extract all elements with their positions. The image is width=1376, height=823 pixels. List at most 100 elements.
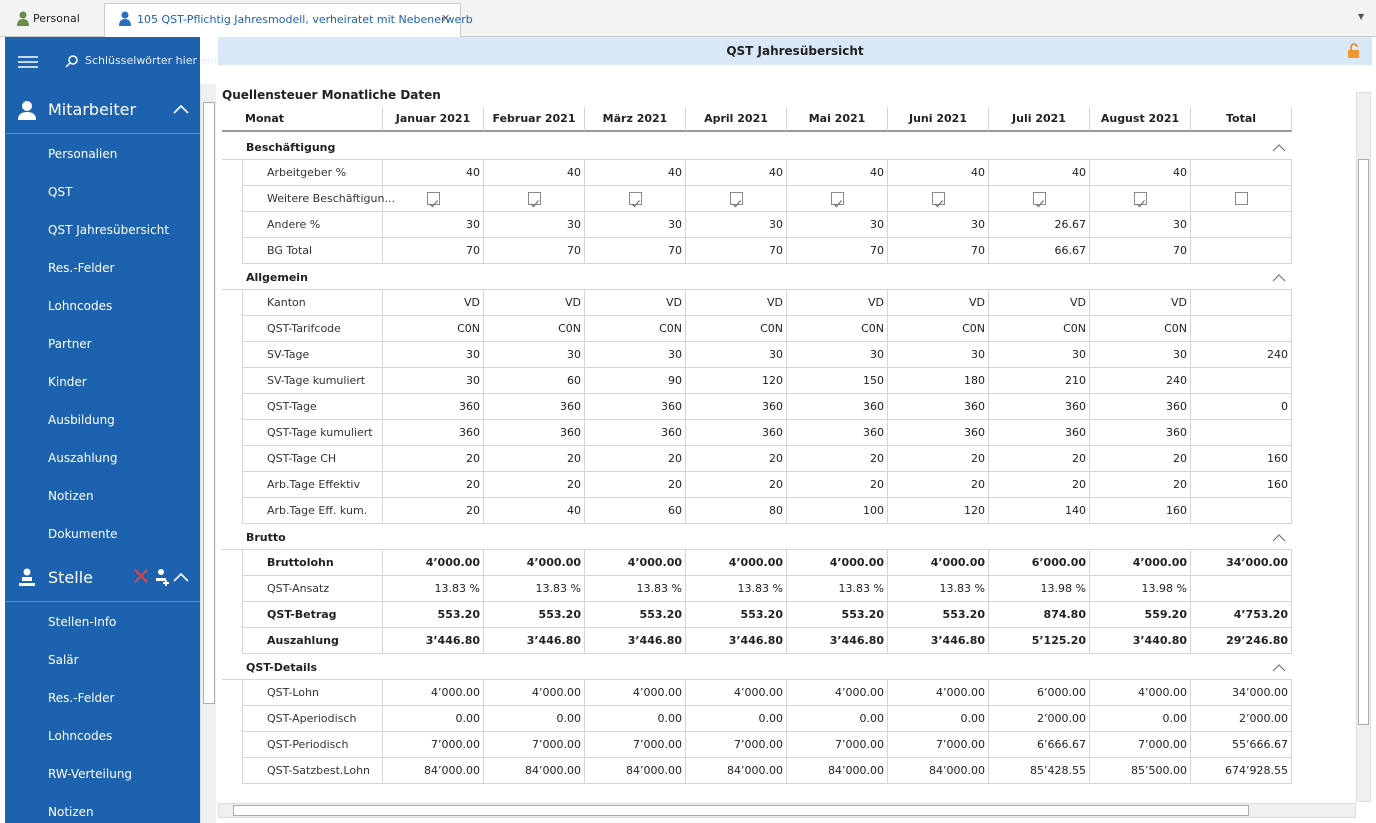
checkbox[interactable] [528,192,541,208]
nav-item[interactable]: Personalien [48,147,118,161]
cell: 20 [585,446,686,472]
cell: 0.00 [686,706,787,732]
tab-active[interactable]: 105 QST-Pflichtig Jahresmodell, verheira… [104,3,473,37]
checkbox[interactable] [1134,192,1147,208]
cell: 553.20 [383,602,484,628]
cell: 66.67 [989,238,1090,264]
cell: C0N [686,316,787,342]
cell: 20 [787,472,888,498]
row-label: QST-Tage kumuliert [242,420,383,446]
cell: 4’000.00 [585,550,686,576]
cell: C0N [484,316,585,342]
collapse-button[interactable] [173,572,189,582]
column-header[interactable]: Februar 2021 [484,107,585,132]
cell: 150 [787,368,888,394]
collapse-icon [1272,272,1286,282]
collapse-button[interactable] [173,104,189,114]
add-button[interactable] [153,568,171,586]
lock-icon[interactable] [1347,43,1361,58]
row-label: QST-Satzbest.Lohn [242,758,383,784]
nav-item[interactable]: Partner [48,337,92,351]
group-row[interactable]: QST-Details [222,654,1292,680]
cell: 20 [888,446,989,472]
cell: 0 [1191,394,1292,420]
cell: 0.00 [1090,706,1191,732]
nav-item[interactable]: Res.-Felder [48,691,115,705]
cell: 160 [1090,498,1191,524]
nav-item[interactable]: QST Jahresübersicht [48,223,170,237]
column-header[interactable]: Juli 2021 [989,107,1090,132]
menu-icon[interactable] [18,55,38,69]
nav-item[interactable]: RW-Verteilung [48,767,133,781]
column-header[interactable]: April 2021 [686,107,787,132]
cell: 13.83 % [787,576,888,602]
scroll-thumb[interactable] [233,805,1249,816]
cell: 30 [686,212,787,238]
nav-item[interactable]: Lohncodes [48,299,113,313]
column-header[interactable]: Total [1191,107,1292,132]
group-label: Beschäftigung [246,141,336,154]
cell: 34’000.00 [1191,550,1292,576]
checkbox[interactable] [427,192,440,208]
group-row[interactable]: Beschäftigung [222,134,1292,160]
column-header[interactable]: Januar 2021 [383,107,484,132]
checkbox[interactable] [932,192,945,208]
cell: 6’000.00 [989,680,1090,706]
cell: 70 [585,238,686,264]
checkbox[interactable] [831,192,844,208]
table-title: Quellensteuer Monatliche Daten [222,88,441,102]
cell [787,186,888,212]
cell: 360 [585,394,686,420]
column-header[interactable]: März 2021 [585,107,686,132]
cell: C0N [585,316,686,342]
checkbox[interactable] [730,192,743,208]
nav-item[interactable]: QST [48,185,73,199]
nav-item[interactable]: Stellen-Info [48,615,117,629]
user-icon [119,11,131,26]
tab[interactable]: Personal [0,0,104,37]
column-header[interactable]: Juni 2021 [888,107,989,132]
search-input[interactable]: Schlüsselwörter hier eing [85,54,225,67]
vertical-scrollbar[interactable] [1356,92,1371,802]
cell: 20 [787,446,888,472]
user-icon [17,11,29,26]
delete-button[interactable] [133,568,149,584]
group-row[interactable]: Brutto [222,524,1292,550]
cell: 13.83 % [383,576,484,602]
cell: 30 [989,342,1090,368]
cell: 553.20 [585,602,686,628]
cell: 26.67 [989,212,1090,238]
column-label: Januar 2021 [395,112,471,125]
nav-item[interactable]: Res.-Felder [48,261,115,275]
cell: 20 [686,472,787,498]
nav-item[interactable]: Kinder [48,375,87,389]
cell: 80 [686,498,787,524]
tab-label: 105 QST-Pflichtig Jahresmodell, verheira… [137,13,473,26]
cell: 40 [1090,160,1191,186]
tab-menu[interactable]: ▼ [1358,12,1365,21]
nav-item[interactable]: Ausbildung [48,413,115,427]
column-label: Juli 2021 [1012,112,1066,125]
checkbox[interactable] [1235,192,1248,205]
checkbox[interactable] [629,192,642,208]
nav-item[interactable]: Salär [48,653,79,667]
nav-item[interactable]: Notizen [48,805,94,819]
nav-item[interactable]: Auszahlung [48,451,118,465]
sidebar-scrollbar[interactable] [200,84,216,823]
close-button[interactable]: ✕ [441,12,451,25]
column-header[interactable]: Monat [222,107,383,132]
row-label: QST-Tarifcode [242,316,383,342]
column-header[interactable]: August 2021 [1090,107,1191,132]
group-row[interactable]: Allgemein [222,264,1292,290]
scroll-thumb[interactable] [1358,159,1369,725]
cell: 20 [383,446,484,472]
nav-item[interactable]: Dokumente [48,527,118,541]
nav-item[interactable]: Notizen [48,489,94,503]
checkbox[interactable] [1033,192,1046,208]
cell: 360 [484,420,585,446]
nav-item[interactable]: Lohncodes [48,729,113,743]
scroll-thumb[interactable] [203,102,215,704]
horizontal-scrollbar[interactable] [218,803,1356,818]
column-header[interactable]: Mai 2021 [787,107,888,132]
